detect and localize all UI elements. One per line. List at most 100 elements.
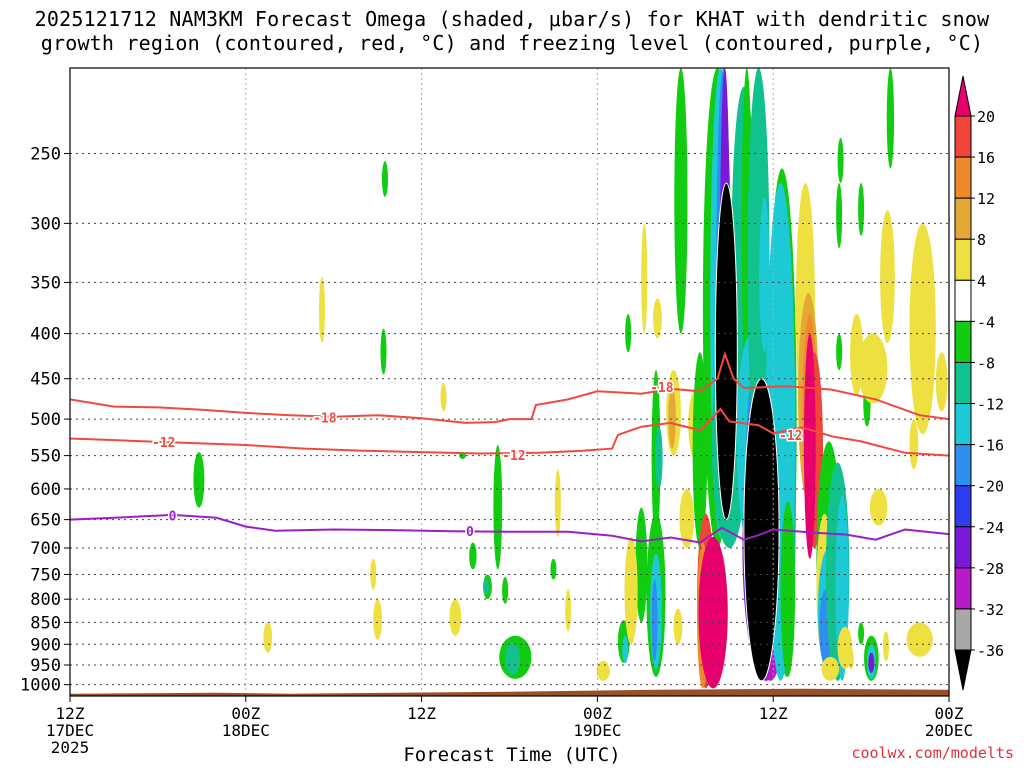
omega-shade-yellow	[565, 589, 572, 632]
omega-shade-green	[858, 182, 865, 236]
colorbar-swatch	[954, 526, 972, 569]
omega-shade-green	[502, 576, 509, 604]
omega-core-3	[803, 333, 816, 559]
omega-shade-green	[836, 333, 843, 371]
x-tick-label: 17DEC	[46, 721, 94, 740]
omega-shade-green	[692, 352, 708, 549]
colorbar-label: -20	[977, 478, 1004, 496]
colorbar-bottom-arrow	[954, 649, 972, 691]
y-tick-label: 500	[30, 410, 61, 430]
contour-line--18	[70, 350, 949, 424]
contour-label--12: -12	[152, 436, 175, 451]
omega-shade-blue	[651, 579, 658, 661]
omega-shade-yellow	[919, 323, 935, 388]
colorbar-swatch	[954, 567, 972, 610]
omega-shade-green	[493, 445, 503, 570]
omega-shade-yellow	[935, 352, 948, 412]
plot-frame	[69, 67, 950, 697]
omega-shade-green	[780, 501, 796, 677]
colorbar-swatch	[954, 279, 972, 322]
omega-shade-yellow	[673, 608, 683, 645]
y-tick-label: 300	[30, 214, 61, 234]
colorbar-label: -12	[977, 396, 1004, 414]
colorbar-swatch	[954, 115, 972, 158]
x-axis-label: Forecast Time (UTC)	[403, 744, 621, 766]
omega-shade-yellow	[449, 599, 462, 636]
x-tick-label: 12Z	[407, 704, 436, 723]
omega-shade-yellow	[370, 558, 377, 590]
colorbar-label: -4	[977, 313, 995, 331]
omega-shade-yellow	[821, 656, 840, 681]
omega-shade-green	[858, 622, 865, 645]
omega-shade-yellow	[263, 622, 273, 653]
y-tick-label: 450	[30, 370, 61, 390]
x-tick-label: 00Z	[935, 704, 964, 723]
omega-shade-yellow	[653, 298, 662, 339]
omega-shade-yellow	[847, 648, 854, 670]
chart-title-line-1: 2025121712 NAM3KM Forecast Omega (shaded…	[34, 7, 990, 31]
x-tick-label: 19DEC	[573, 721, 621, 740]
colorbar-label: 20	[977, 108, 995, 126]
pressure-axis: 2503003504004505005506006507007508008509…	[20, 144, 70, 696]
omega-shade-teal	[483, 579, 490, 595]
omega-shade-teal	[747, 68, 770, 463]
y-tick-label: 700	[30, 539, 61, 559]
omega-shade-green	[837, 137, 844, 183]
colorbar-label: 16	[977, 149, 995, 167]
colorbar-label: -16	[977, 437, 1004, 455]
x-tick-label: 00Z	[583, 704, 612, 723]
colorbar-swatch	[954, 361, 972, 405]
omega-shade-yellow	[906, 622, 933, 657]
contour-line--12	[70, 407, 949, 457]
y-tick-label: 900	[30, 635, 61, 655]
colorbar-label: 8	[977, 231, 986, 249]
colorbar-swatch	[954, 403, 972, 446]
colorbar-top-arrow	[954, 75, 972, 117]
x-tick-label: 12Z	[56, 704, 85, 723]
contour-layer: -18 -18 -12 -12 -12 0 0	[70, 350, 949, 544]
omega-shade-yellow	[883, 631, 890, 661]
colorbar-label: -32	[977, 601, 1004, 619]
omega-core-2	[698, 536, 728, 689]
omega-shade-cyan	[622, 635, 629, 663]
contour-label-0: 0	[466, 525, 474, 540]
colorbar-swatch	[954, 608, 972, 651]
omega-shade-green	[550, 558, 557, 580]
colorbar-swatch	[954, 485, 972, 528]
y-tick-label: 1000	[20, 676, 61, 696]
contour-label-0: 0	[169, 509, 177, 524]
omega-core-0	[714, 182, 738, 521]
colorbar-swatch	[954, 156, 972, 199]
x-tick-label: 20DEC	[925, 721, 973, 740]
omega-shade-green	[193, 452, 205, 508]
y-tick-label: 350	[30, 273, 61, 293]
omega-shade-green	[635, 507, 648, 623]
x-tick-label: 2025	[51, 738, 90, 757]
site-credit[interactable]: coolwx.com/modelts	[851, 744, 1014, 762]
omega-shade-green	[836, 182, 843, 249]
surface-fill	[70, 688, 949, 696]
y-tick-label: 250	[30, 144, 61, 164]
contour-label--18: -18	[313, 412, 337, 427]
omega-shade-gold	[668, 387, 676, 449]
omega-shading-layer	[193, 68, 948, 689]
colorbar-swatch	[954, 444, 972, 487]
omega-shade-yellow	[858, 333, 888, 404]
colorbar-swatch	[954, 320, 972, 363]
omega-shade-green	[674, 68, 688, 334]
surface-terrain	[70, 688, 949, 696]
omega-shade-green	[469, 542, 477, 570]
y-tick-label: 400	[30, 325, 61, 345]
omega-shade-yellow	[909, 223, 936, 435]
x-tick-label: 00Z	[231, 704, 260, 723]
x-tick-label: 18DEC	[222, 721, 270, 740]
contour-label--18: -18	[650, 381, 674, 396]
colorbar-label: -24	[977, 519, 1004, 537]
y-tick-label: 800	[30, 590, 61, 610]
contour-label--12: -12	[779, 429, 802, 444]
contour-label--12: -12	[502, 449, 525, 464]
chart-title-line-2: growth region (contoured, red, °C) and f…	[40, 31, 984, 55]
omega-shade-yellow	[318, 276, 325, 344]
